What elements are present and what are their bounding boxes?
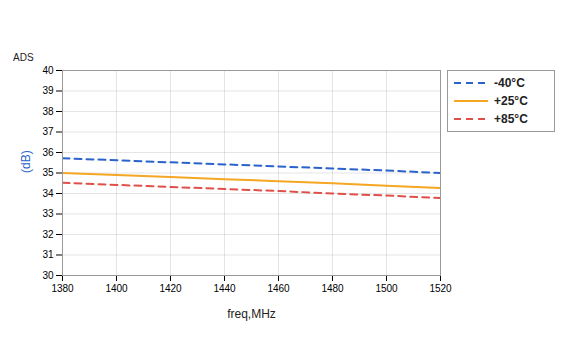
- svg-text:32: 32: [42, 229, 54, 240]
- svg-text:37: 37: [42, 126, 54, 137]
- html-text:-40°C: -40°C: [494, 76, 525, 90]
- svg-text:34: 34: [42, 188, 54, 199]
- svg-text:31: 31: [42, 249, 54, 260]
- svg-text:1520: 1520: [429, 283, 452, 294]
- svg-text:freq,MHz: freq,MHz: [227, 307, 276, 321]
- svg-text:40: 40: [42, 65, 54, 76]
- svg-text:(dB): (dB): [19, 150, 33, 173]
- svg-text:1460: 1460: [267, 283, 290, 294]
- svg-text:33: 33: [42, 208, 54, 219]
- svg-text:39: 39: [42, 85, 54, 96]
- svg-text:38: 38: [42, 106, 54, 117]
- svg-text:1500: 1500: [375, 283, 398, 294]
- html-text:+85°C: +85°C: [494, 112, 528, 126]
- svg-text:1380: 1380: [51, 283, 74, 294]
- svg-text:1400: 1400: [105, 283, 128, 294]
- svg-text:1480: 1480: [321, 283, 344, 294]
- svg-text:35: 35: [42, 167, 54, 178]
- html-text:+25°C: +25°C: [494, 94, 528, 108]
- svg-text:36: 36: [42, 147, 54, 158]
- svg-text:30: 30: [42, 270, 54, 281]
- svg-text:1420: 1420: [159, 283, 182, 294]
- svg-text:1440: 1440: [213, 283, 236, 294]
- html-text:ADS: ADS: [13, 52, 34, 63]
